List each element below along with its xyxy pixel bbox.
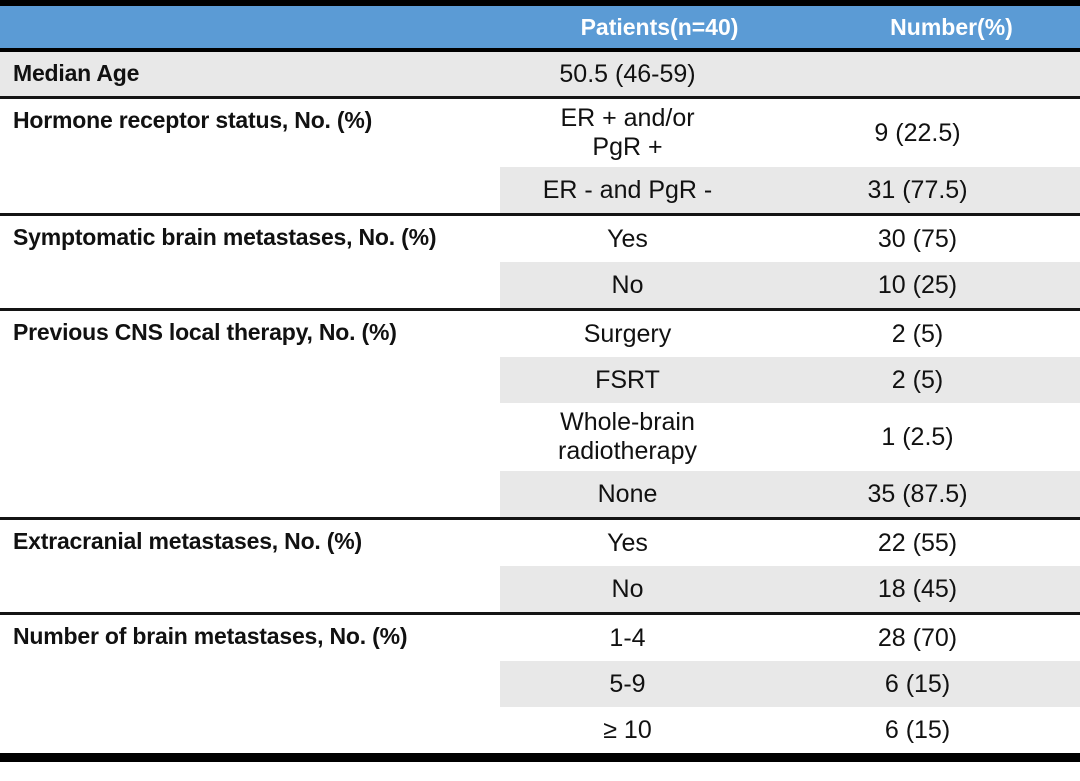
section-rows: Yes 22 (55) No 18 (45): [500, 520, 1080, 612]
table-row: 5-9 6 (15): [500, 661, 1080, 707]
table-row: 50.5 (46-59): [500, 52, 1080, 96]
value-line: ER - and PgR -: [542, 175, 713, 204]
table-row: None 35 (87.5): [500, 471, 1080, 517]
value-cell: None: [500, 480, 755, 509]
number-cell: 1 (2.5): [881, 422, 954, 451]
value-line: No: [611, 270, 644, 299]
value-cell: Whole-brain radiotherapy: [500, 408, 755, 466]
section-label: Symptomatic brain metastases, No. (%): [13, 224, 437, 250]
number-cell: 6 (15): [884, 669, 951, 698]
value-cell: ER - and PgR -: [500, 176, 755, 205]
table-row: No 18 (45): [500, 566, 1080, 612]
section-rows: Surgery 2 (5) FSRT 2 (5) Whole-brain radiothe…: [500, 311, 1080, 517]
number-cell: 28 (70): [877, 623, 958, 652]
header-cell-number: Number(%): [890, 13, 1013, 40]
number-cell: 6 (15): [884, 715, 951, 744]
value-cell: ≥ 10: [500, 716, 755, 745]
number-cell: 2 (5): [891, 319, 944, 348]
table-row: Surgery 2 (5): [500, 311, 1080, 357]
table-header-row: Patients(n=40) Number(%): [0, 6, 1080, 52]
patient-characteristics-table: Patients(n=40) Number(%) Median Age 50.5 …: [0, 0, 1080, 762]
section-rows: 50.5 (46-59): [500, 52, 1080, 96]
header-cell-patients: Patients(n=40): [580, 13, 739, 40]
section-rows: Yes 30 (75) No 10 (25): [500, 216, 1080, 308]
table-row: FSRT 2 (5): [500, 357, 1080, 403]
table-section: Median Age 50.5 (46-59): [0, 52, 1080, 96]
value-line: 5-9: [609, 669, 646, 698]
value-cell: No: [500, 271, 755, 300]
table-row: 1-4 28 (70): [500, 615, 1080, 661]
value-cell: FSRT: [500, 366, 755, 395]
section-rows: ER + and/or PgR + 9 (22.5) ER - and PgR - 31…: [500, 99, 1080, 213]
table-row: Yes 22 (55): [500, 520, 1080, 566]
value-cell: ER + and/or PgR +: [500, 104, 755, 162]
table-row: Whole-brain radiotherapy 1 (2.5): [500, 403, 1080, 471]
section-label: Extracranial metastases, No. (%): [13, 528, 362, 554]
section-label: Number of brain metastases, No. (%): [13, 623, 408, 649]
value-line: ≥ 10: [603, 715, 652, 744]
table-section: Extracranial metastases, No. (%) Yes 22 (5…: [0, 517, 1080, 612]
number-cell: 2 (5): [891, 365, 944, 394]
number-cell: 18 (45): [877, 574, 958, 603]
number-cell: 22 (55): [877, 528, 958, 557]
value-line: Surgery: [583, 319, 672, 348]
table-section: Previous CNS local therapy, No. (%) Surge…: [0, 308, 1080, 517]
value-line: PgR +: [592, 133, 663, 161]
value-cell: 50.5 (46-59): [500, 60, 755, 89]
value-cell: No: [500, 575, 755, 604]
value-line: 50.5 (46-59): [559, 59, 696, 88]
table-section: Hormone receptor status, No. (%) ER + and…: [0, 96, 1080, 213]
value-line: None: [597, 479, 658, 508]
value-cell: Yes: [500, 529, 755, 558]
value-line: ER + and/or: [560, 104, 695, 132]
table-section: Symptomatic brain metastases, No. (%) Yes…: [0, 213, 1080, 308]
number-cell: 9 (22.5): [874, 118, 961, 147]
number-cell: 10 (25): [877, 270, 958, 299]
value-cell: 5-9: [500, 670, 755, 699]
value-line: Yes: [607, 224, 648, 253]
number-cell: 30 (75): [877, 224, 958, 253]
number-cell: 31 (77.5): [867, 175, 968, 204]
value-line: Whole-brain: [560, 408, 695, 436]
value-line: radiotherapy: [558, 437, 697, 465]
value-cell: 1-4: [500, 624, 755, 653]
table-row: ER - and PgR - 31 (77.5): [500, 167, 1080, 213]
value-line: 1-4: [609, 623, 646, 652]
section-label: Hormone receptor status, No. (%): [13, 107, 373, 133]
value-cell: Yes: [500, 225, 755, 254]
section-rows: 1-4 28 (70) 5-9 6 (15) ≥ 10 6 (15): [500, 615, 1080, 753]
table-body: Median Age 50.5 (46-59) Hormone receptor s…: [0, 52, 1080, 753]
table-row: Yes 30 (75): [500, 216, 1080, 262]
value-line: No: [611, 574, 644, 603]
value-line: Yes: [607, 528, 648, 557]
number-cell: 35 (87.5): [867, 479, 968, 508]
table-row: ≥ 10 6 (15): [500, 707, 1080, 753]
table-row: No 10 (25): [500, 262, 1080, 308]
value-line: FSRT: [595, 365, 660, 394]
value-cell: Surgery: [500, 320, 755, 349]
section-label: Previous CNS local therapy, No. (%): [13, 319, 397, 345]
table-section: Number of brain metastases, No. (%) 1-4 28…: [0, 612, 1080, 753]
section-label: Median Age: [13, 60, 140, 86]
table-row: ER + and/or PgR + 9 (22.5): [500, 99, 1080, 167]
